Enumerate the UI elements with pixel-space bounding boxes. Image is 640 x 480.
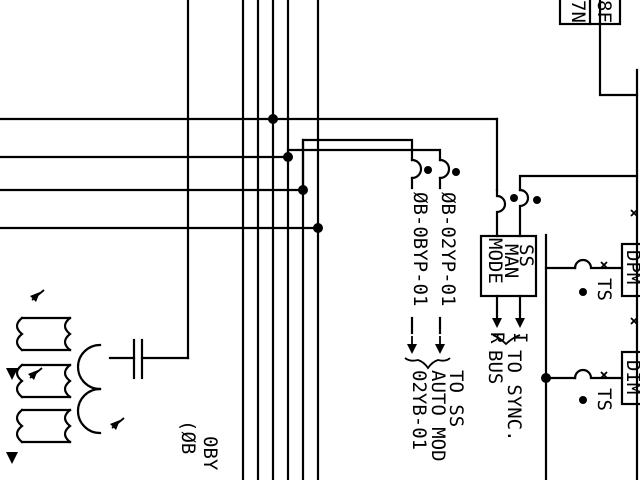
- terminal-i-label: I: [509, 332, 531, 343]
- cable-arrows: [404, 336, 451, 370]
- to-sync-label-1: TO SYNC.: [503, 350, 525, 442]
- bottom-left-label-1: 0BY: [199, 436, 221, 471]
- ss-man-mode-switch: [479, 117, 639, 346]
- ts-upper-label: TS: [593, 278, 615, 301]
- ss-box-line-1: SS: [515, 244, 537, 267]
- vertical-bus-bars: [186, 0, 320, 480]
- to-ss-label-3: 02YB-01: [408, 370, 430, 450]
- ss-box-line-2: MAN: [500, 244, 522, 278]
- to-sync-label-2: BUS: [484, 350, 506, 384]
- relay-contact-right: [438, 158, 460, 335]
- right-relays: [544, 0, 640, 480]
- bottom-left-label-2: (ØB: [177, 420, 199, 454]
- ts-lower-label: TS: [593, 388, 615, 411]
- cable-label-left: ØB-0BYP-01: [409, 192, 431, 306]
- ss-box-line-3: MODE: [484, 238, 506, 284]
- top-box-label-1: 8F: [593, 0, 615, 23]
- transformer-symbol: [6, 289, 125, 464]
- horizontal-feeders: [0, 117, 499, 230]
- capacitor-symbol: [108, 338, 190, 380]
- terminal-r-label: R: [486, 332, 508, 344]
- to-ss-label-2: AUTO MOD: [427, 370, 449, 462]
- top-box-label-2: 7N: [567, 0, 589, 23]
- to-ss-label-1: TO SS: [445, 370, 467, 427]
- cable-label-right: ØB-02YP-01: [437, 192, 459, 306]
- top-right-box: [558, 0, 622, 26]
- dpm-label: DPM: [622, 250, 640, 284]
- dim-label: DIM: [622, 360, 640, 394]
- junction-dots: [268, 114, 551, 383]
- relay-contact-left: [410, 158, 432, 335]
